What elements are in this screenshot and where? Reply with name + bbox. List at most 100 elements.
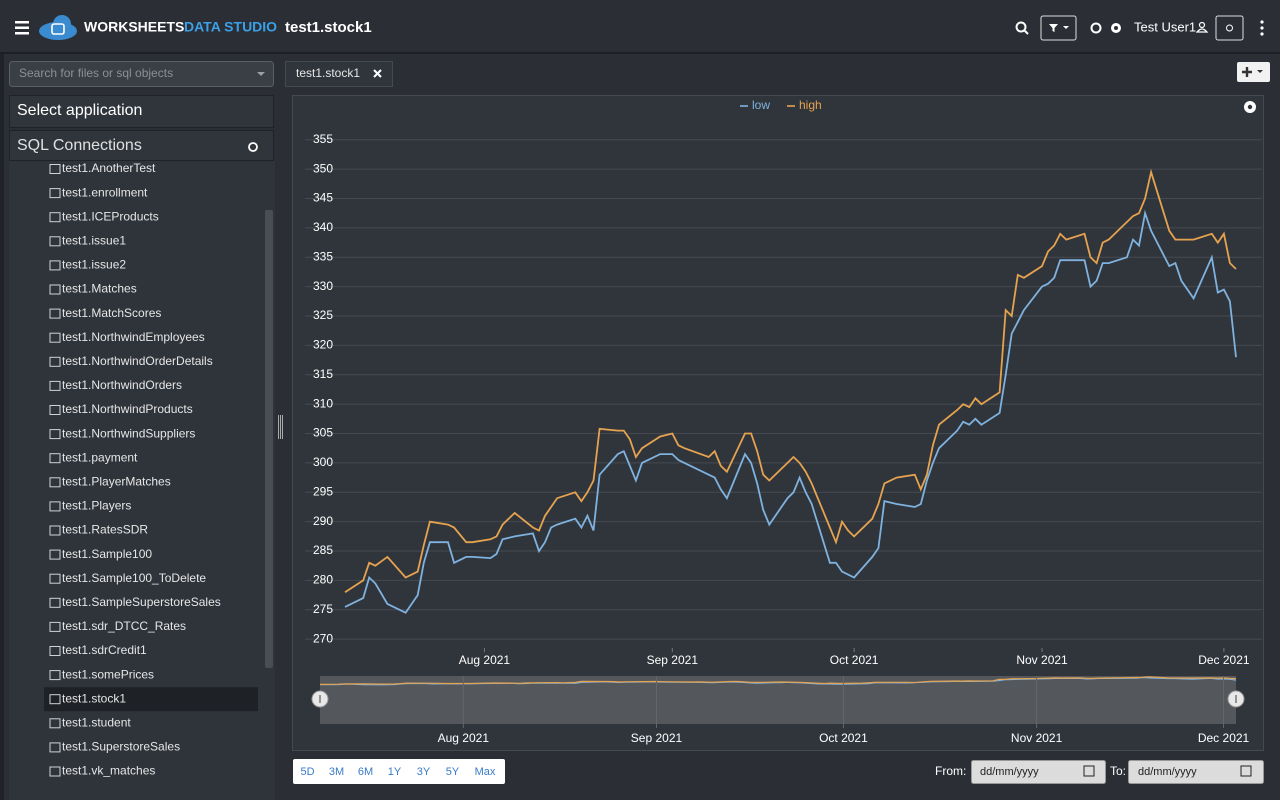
application-select[interactable] bbox=[9, 95, 274, 128]
connection-item[interactable]: test1.NorthwindOrderDetails bbox=[62, 354, 213, 368]
navigator-line bbox=[319, 676, 1237, 685]
table-icon bbox=[49, 332, 61, 343]
y-tick-label: 285 bbox=[313, 543, 333, 557]
connection-item[interactable]: test1.RatesSDR bbox=[62, 523, 148, 537]
range-button[interactable]: 1Y bbox=[388, 766, 402, 778]
connection-item[interactable]: test1.ICEProducts bbox=[62, 209, 159, 223]
to-input[interactable] bbox=[1128, 760, 1264, 784]
y-tick-label: 335 bbox=[313, 249, 333, 263]
user-name[interactable]: Test User1 bbox=[1134, 19, 1196, 34]
y-tick-label: 290 bbox=[313, 514, 333, 528]
connection-item[interactable]: test1.NorthwindSuppliers bbox=[62, 426, 195, 440]
table-icon bbox=[49, 573, 61, 584]
range-button[interactable]: Max bbox=[475, 766, 496, 778]
settings-button[interactable] bbox=[1111, 23, 1121, 33]
connection-item[interactable]: test1.somePrices bbox=[62, 667, 154, 681]
table-icon bbox=[49, 549, 61, 560]
table-icon bbox=[49, 236, 61, 247]
range-button-group: 5D 3M 6M 1Y 3Y 5Y Max bbox=[300, 766, 495, 778]
range-button[interactable]: 5Y bbox=[446, 766, 460, 778]
series-line bbox=[344, 168, 1237, 593]
table-icon bbox=[49, 621, 61, 632]
connection-item[interactable]: test1.PlayerMatches bbox=[62, 474, 171, 488]
to-placeholder: dd/mm/yyyy bbox=[1138, 766, 1197, 778]
chart: 270 275 280 285 290 295 300 305 310 315 320 325 330 3… bbox=[305, 98, 1262, 667]
to-calendar-icon[interactable] bbox=[1240, 765, 1252, 777]
connection-item[interactable]: test1.AnotherTest bbox=[62, 161, 156, 175]
connection-item[interactable]: test1.issue2 bbox=[62, 258, 126, 272]
connection-item[interactable]: test1.stock1 bbox=[62, 691, 126, 705]
refresh-button[interactable] bbox=[1090, 22, 1102, 34]
navigator: Aug 2021 Sep 2021 Oct 2021 Nov 2021 Dec 2021 bbox=[311, 676, 1250, 745]
range-button[interactable]: 5D bbox=[300, 766, 314, 778]
connection-item[interactable]: test1.NorthwindEmployees bbox=[62, 330, 205, 344]
more-button[interactable] bbox=[1260, 20, 1264, 36]
table-icon bbox=[49, 308, 61, 319]
range-button[interactable]: 3M bbox=[329, 766, 344, 778]
table-icon bbox=[49, 670, 61, 681]
navigator-tick-label: Sep 2021 bbox=[631, 731, 683, 745]
theme-button[interactable] bbox=[1215, 15, 1244, 41]
table-icon bbox=[49, 694, 61, 705]
application-select-label: Select application bbox=[17, 102, 142, 119]
splitter-handle[interactable] bbox=[278, 415, 283, 439]
connection-item[interactable]: test1.NorthwindOrders bbox=[62, 378, 182, 392]
table-icon bbox=[49, 405, 61, 415]
menu-button[interactable] bbox=[15, 21, 29, 35]
connection-item[interactable]: test1.sdr_DTCC_Rates bbox=[62, 619, 186, 633]
brand: WORKSHEETS bbox=[84, 19, 184, 35]
chart-settings[interactable] bbox=[1244, 101, 1256, 113]
navigator-tick-label: Dec 2021 bbox=[1198, 731, 1250, 745]
y-tick-label: 295 bbox=[313, 484, 333, 498]
x-tick-label: Dec 2021 bbox=[1198, 653, 1250, 667]
document-title: test1.stock1 bbox=[285, 19, 372, 36]
selected-item-bg bbox=[44, 687, 258, 712]
tab-close[interactable] bbox=[373, 69, 382, 78]
connection-item[interactable]: test1.payment bbox=[62, 450, 138, 464]
connection-item[interactable]: test1.enrollment bbox=[62, 185, 148, 199]
connection-item[interactable]: test1.NorthwindProducts bbox=[62, 402, 193, 416]
filter-button[interactable] bbox=[1040, 15, 1077, 41]
range-button[interactable]: 6M bbox=[358, 766, 373, 778]
connections-title: SQL Connections bbox=[17, 137, 142, 154]
series-line bbox=[344, 209, 1237, 614]
y-tick-label: 305 bbox=[313, 426, 333, 440]
search-placeholder: Search for files or sql objects bbox=[19, 66, 173, 80]
connection-list: test1.AnotherTest test1.enrollment test1.I… bbox=[44, 161, 258, 778]
y-tick-label: 280 bbox=[313, 573, 333, 587]
search-button[interactable] bbox=[1015, 21, 1029, 35]
connection-item[interactable]: test1.Matches bbox=[62, 282, 137, 296]
connection-item[interactable]: test1.SuperstoreSales bbox=[62, 740, 180, 754]
y-tick-label: 315 bbox=[313, 367, 333, 381]
connection-item[interactable]: test1.Players bbox=[62, 499, 131, 513]
table-icon bbox=[49, 453, 61, 464]
from-calendar-icon[interactable] bbox=[1083, 765, 1095, 777]
connection-item[interactable]: test1.SampleSuperstoreSales bbox=[62, 595, 221, 609]
table-icon bbox=[49, 525, 61, 536]
connection-item[interactable]: test1.issue1 bbox=[62, 233, 126, 247]
table-icon bbox=[49, 766, 61, 777]
table-icon bbox=[49, 646, 61, 656]
connection-item[interactable]: test1.Sample100_ToDelete bbox=[62, 571, 206, 585]
navigator-tick-label: Aug 2021 bbox=[438, 731, 490, 745]
legend-label: low bbox=[752, 98, 770, 112]
connection-item[interactable]: test1.vk_matches bbox=[62, 764, 155, 778]
logo bbox=[39, 15, 77, 40]
add-button[interactable] bbox=[1237, 62, 1270, 82]
y-tick-label: 330 bbox=[313, 279, 333, 293]
from-input[interactable] bbox=[971, 760, 1106, 784]
connections-refresh[interactable] bbox=[248, 142, 258, 152]
range-button[interactable]: 3Y bbox=[417, 766, 431, 778]
y-tick-label: 310 bbox=[313, 396, 333, 410]
y-tick-label: 340 bbox=[313, 220, 333, 234]
connection-item[interactable]: test1.sdrCredit1 bbox=[62, 643, 147, 657]
tab[interactable] bbox=[285, 61, 393, 87]
search-input[interactable] bbox=[9, 61, 274, 87]
connection-item[interactable]: test1.student bbox=[62, 715, 131, 729]
table-icon bbox=[49, 718, 61, 729]
x-tick-label: Aug 2021 bbox=[459, 653, 511, 667]
connection-item[interactable]: test1.MatchScores bbox=[62, 306, 161, 320]
connection-item[interactable]: test1.Sample100 bbox=[62, 547, 152, 561]
